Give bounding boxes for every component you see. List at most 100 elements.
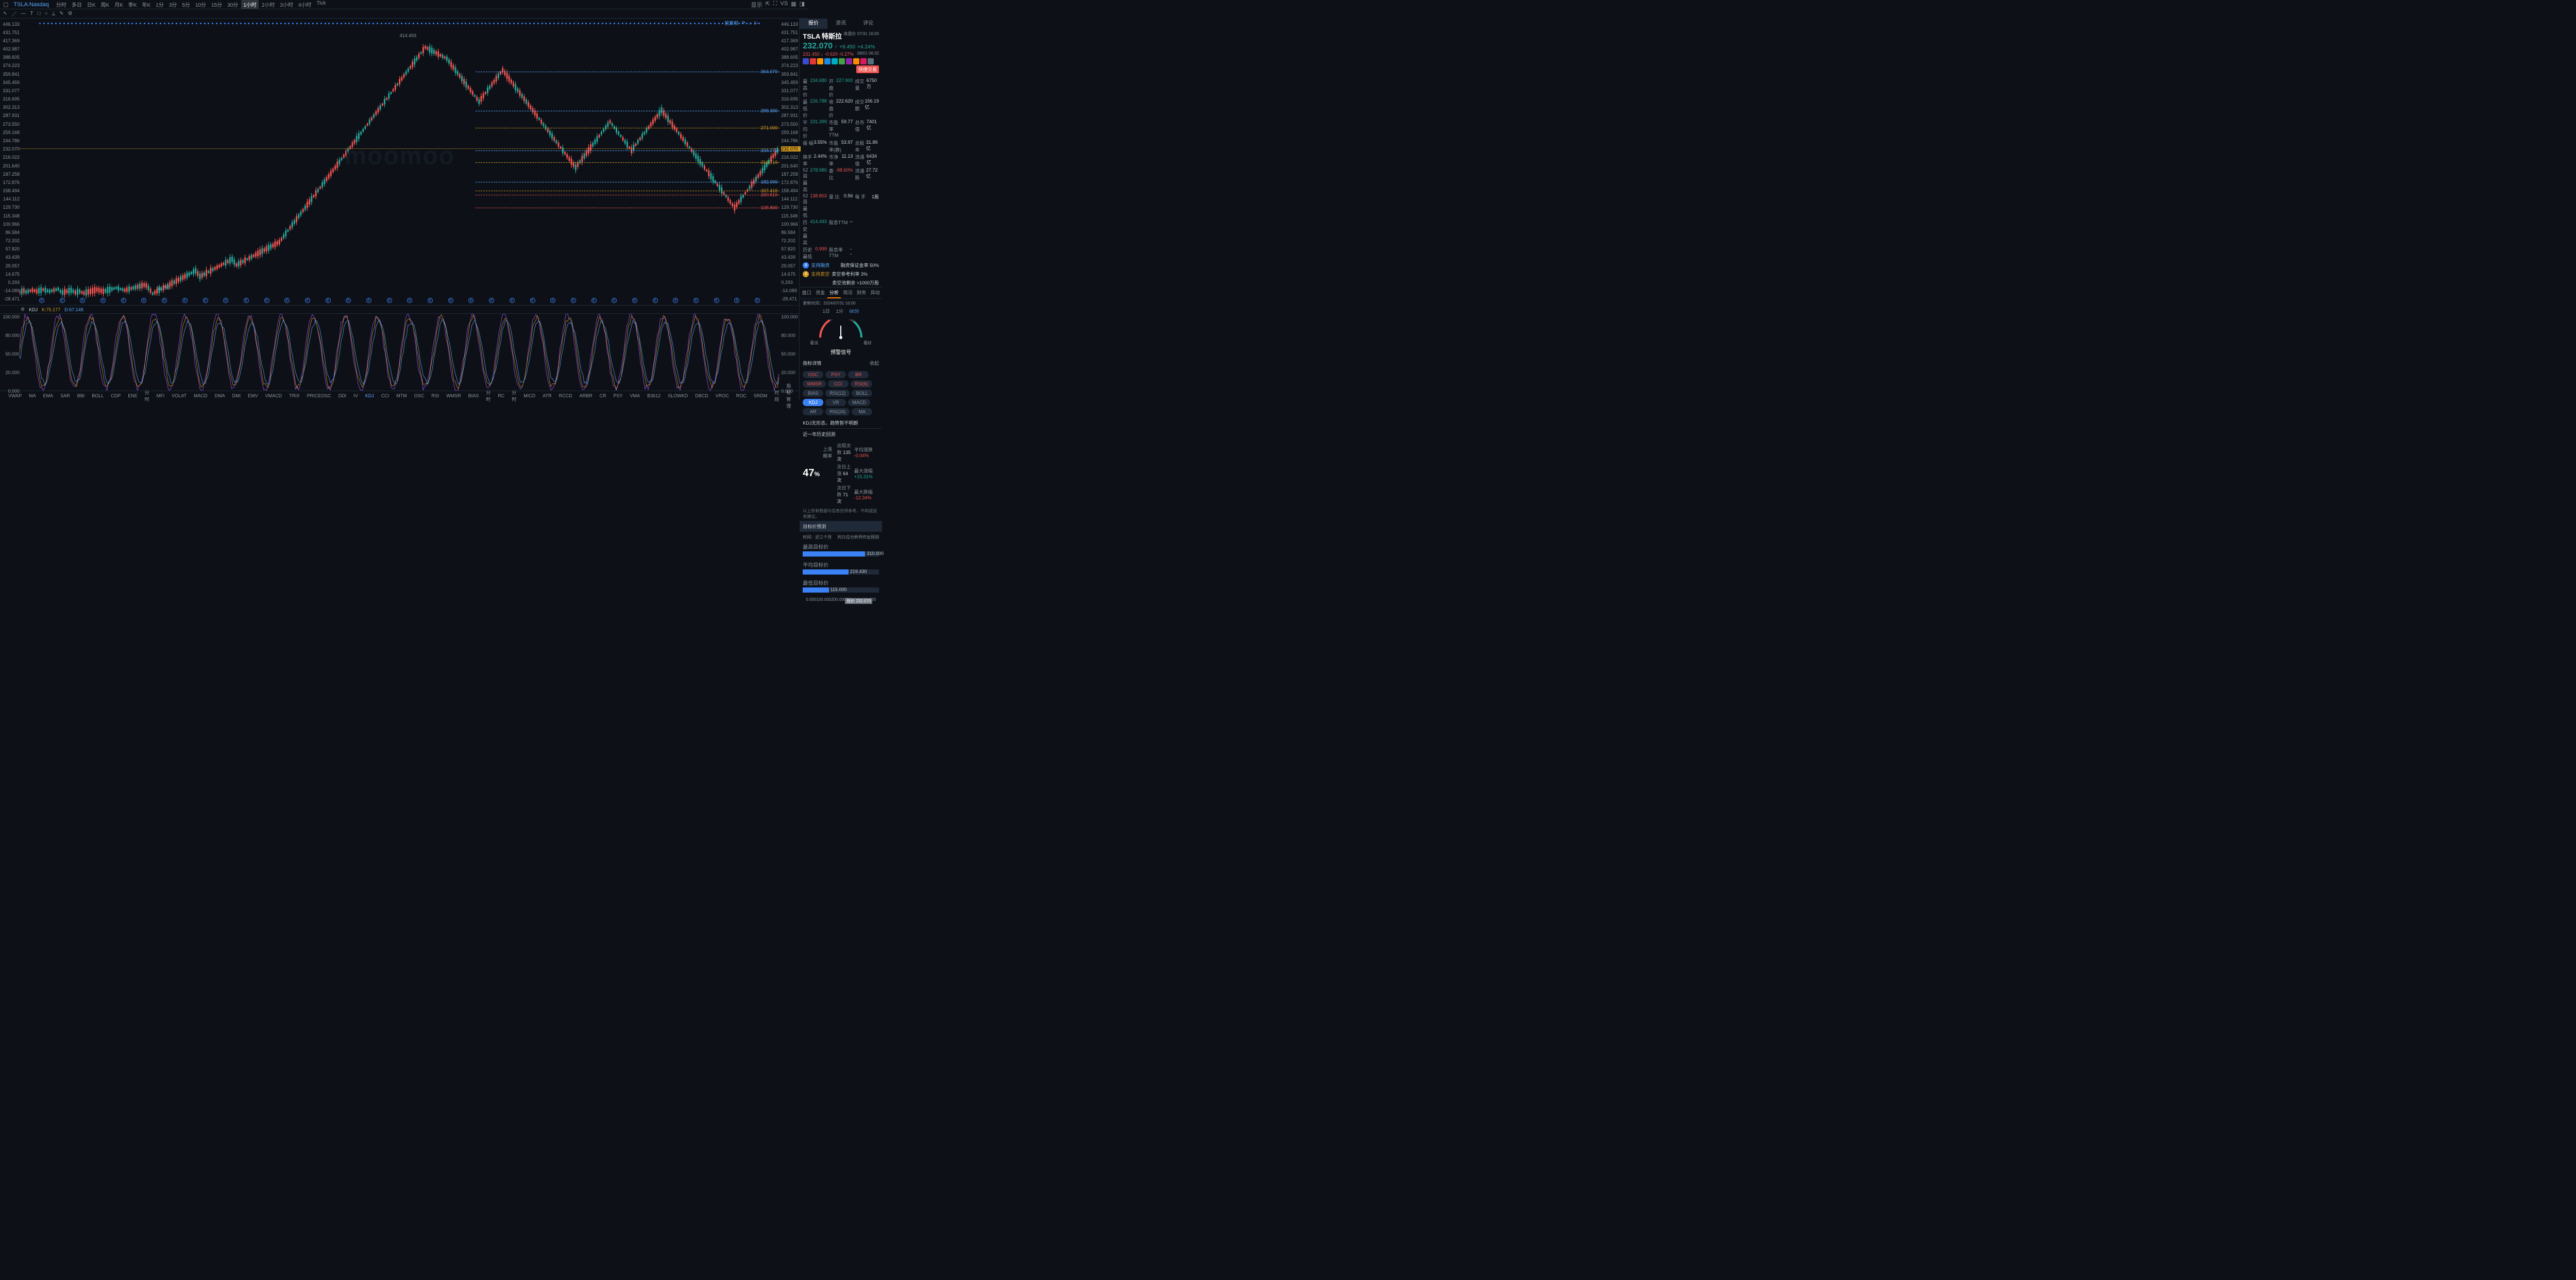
pill-WMSR[interactable]: WMSR <box>803 380 826 388</box>
pill-BR[interactable]: BR <box>848 371 869 378</box>
cursor-icon[interactable]: ↖ <box>3 11 7 16</box>
tf-4小时[interactable]: 4小时 <box>296 0 314 9</box>
subtab-分析[interactable]: 分析 <box>827 288 841 298</box>
tfmini-1分[interactable]: 1分 <box>836 308 843 314</box>
tf-日K[interactable]: 日K <box>85 0 98 9</box>
ind-DDI[interactable]: DDI <box>338 393 347 398</box>
ind-PSY[interactable]: PSY <box>614 393 623 398</box>
back-icon[interactable]: ▢ <box>3 1 8 8</box>
brush-icon[interactable]: ✎ <box>59 11 63 16</box>
tag-9[interactable] <box>868 58 874 64</box>
ind-分时[interactable]: 分时 <box>486 389 490 402</box>
pill-CCI[interactable]: CCI <box>828 380 849 388</box>
ind-VMA[interactable]: VMA <box>630 393 640 398</box>
ind-分时[interactable]: 分时 <box>145 389 149 402</box>
pill-BOLL[interactable]: BOLL <box>852 390 872 397</box>
line-icon[interactable]: ／ <box>11 10 16 18</box>
ind-MACD[interactable]: MACD <box>194 393 208 398</box>
kdj-gear-icon[interactable]: ⚙ <box>21 307 25 312</box>
pill-RSI(12)[interactable]: RSI(12) <box>825 390 850 397</box>
tag-0[interactable] <box>803 58 809 64</box>
ind-分时[interactable]: 分时 <box>512 389 516 402</box>
tag-2[interactable] <box>817 58 823 64</box>
ind-VMACD[interactable]: VMACD <box>265 393 282 398</box>
ind-DMA[interactable]: DMA <box>215 393 225 398</box>
tf-3分[interactable]: 3分 <box>167 0 179 9</box>
subtab-资金[interactable]: 资金 <box>814 288 827 298</box>
sb-tab-资讯[interactable]: 资讯 <box>827 19 855 29</box>
tf-5分[interactable]: 5分 <box>180 0 192 9</box>
tfmini-1日[interactable]: 1日 <box>823 308 830 314</box>
pill-MACD[interactable]: MACD <box>848 399 870 406</box>
ind-SLOWKD[interactable]: SLOWKD <box>668 393 688 398</box>
tf-周K[interactable]: 周K <box>99 0 112 9</box>
tf-3小时[interactable]: 3小时 <box>278 0 295 9</box>
ind-DMI[interactable]: DMI <box>232 393 241 398</box>
tf-Tick[interactable]: Tick <box>315 0 328 9</box>
subtab-简况[interactable]: 简况 <box>841 288 855 298</box>
panel-icon[interactable]: ◨ <box>800 1 805 9</box>
hline-icon[interactable]: — <box>21 11 26 16</box>
ind-WMSR[interactable]: WMSR <box>446 393 461 398</box>
refresh-icon[interactable]: ⟳ <box>741 20 745 26</box>
sb-tab-评论[interactable]: 评论 <box>855 19 882 29</box>
main-chart[interactable]: 446.133431.751417.369402.987388.605374.2… <box>0 19 799 305</box>
tfmini-60分[interactable]: 60分 <box>850 308 859 314</box>
tf-30分[interactable]: 30分 <box>225 0 240 9</box>
ind-EMA[interactable]: EMA <box>43 393 54 398</box>
measure-icon[interactable]: ⟂ <box>52 11 56 16</box>
circle-icon-2[interactable]: ○ <box>749 21 751 26</box>
ind-BIAS[interactable]: BIAS <box>468 393 479 398</box>
pill-AR[interactable]: AR <box>803 408 823 415</box>
ind-RSI[interactable]: RSI <box>431 393 439 398</box>
pill-BIAS[interactable]: BIAS <box>803 390 823 397</box>
ind-VROC[interactable]: VROC <box>716 393 729 398</box>
ind-VWAP[interactable]: VWAP <box>8 393 22 398</box>
fast-trade-button[interactable]: 快捷交易 <box>856 65 879 73</box>
ind-CR[interactable]: CR <box>600 393 606 398</box>
tf-季K[interactable]: 季K <box>126 0 139 9</box>
fullscreen-icon[interactable]: ⛶ <box>773 1 777 9</box>
ind-ATR[interactable]: ATR <box>543 393 551 398</box>
ind-VOLAT[interactable]: VOLAT <box>172 393 187 398</box>
tag-6[interactable] <box>846 58 852 64</box>
ind-EMV[interactable]: EMV <box>248 393 258 398</box>
ind-PRICEOSC[interactable]: PRICEOSC <box>307 393 331 398</box>
pill-OSC[interactable]: OSC <box>803 371 823 378</box>
tag-5[interactable] <box>839 58 845 64</box>
ind-CDP[interactable]: CDP <box>111 393 121 398</box>
ind-RC[interactable]: RC <box>498 393 504 398</box>
tag-1[interactable] <box>810 58 816 64</box>
text-icon[interactable]: T <box>30 11 33 16</box>
ind-RCCD[interactable]: RCCD <box>559 393 572 398</box>
tf-分时[interactable]: 分时 <box>54 0 69 9</box>
grid-icon[interactable]: ▦ <box>791 1 796 9</box>
ind-SRDM[interactable]: SRDM <box>754 393 768 398</box>
ind-ENE[interactable]: ENE <box>128 393 138 398</box>
subtab-异动[interactable]: 异动 <box>868 288 882 298</box>
pill-VR[interactable]: VR <box>825 399 846 406</box>
ind-SAR[interactable]: SAR <box>60 393 70 398</box>
tag-3[interactable] <box>824 58 831 64</box>
subtab-盘口[interactable]: 盘口 <box>800 288 814 298</box>
pill-MA[interactable]: MA <box>852 408 872 415</box>
ind-IV[interactable]: IV <box>353 393 358 398</box>
ind-BBI[interactable]: BBI <box>77 393 85 398</box>
pill-KDJ[interactable]: KDJ <box>803 399 823 406</box>
restoration-mode[interactable]: 前复权 <box>724 20 738 26</box>
pill-PSY[interactable]: PSY <box>825 371 846 378</box>
tf-多日[interactable]: 多日 <box>70 0 84 9</box>
tf-月K[interactable]: 月K <box>112 0 125 9</box>
ind-ARBR[interactable]: ARBR <box>580 393 592 398</box>
ind-DBCD[interactable]: DBCD <box>695 393 708 398</box>
tag-4[interactable] <box>832 58 838 64</box>
tag-7[interactable] <box>853 58 859 64</box>
ind-KDJ[interactable]: KDJ <box>365 393 374 398</box>
ind-OSC[interactable]: OSC <box>414 393 425 398</box>
sb-tab-报价[interactable]: 报价 <box>800 19 827 29</box>
vs-label[interactable]: VS <box>781 1 788 9</box>
rect-icon[interactable]: □ <box>38 11 41 16</box>
ind-B3612[interactable]: B3612 <box>647 393 660 398</box>
ind-MA[interactable]: MA <box>29 393 36 398</box>
ind-MFI[interactable]: MFI <box>157 393 165 398</box>
